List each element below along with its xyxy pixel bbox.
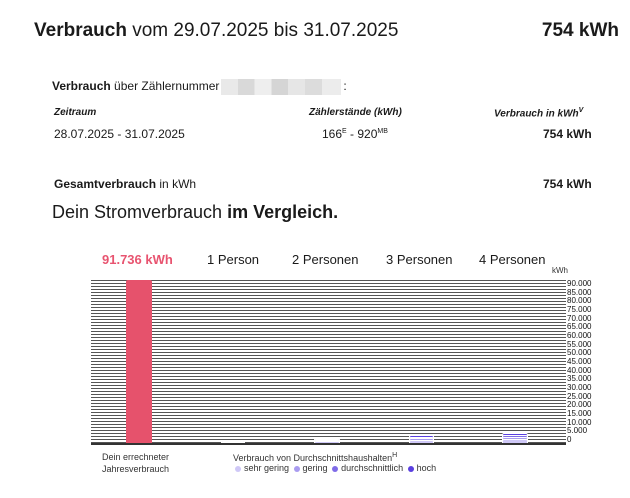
- y-tick-label: 15.000: [567, 409, 592, 418]
- total-label-rest: in kWh: [159, 177, 197, 191]
- legend-label-very-low: sehr gering: [244, 463, 290, 473]
- col-header-period: Zeitraum: [54, 107, 97, 118]
- y-tick-label: 35.000: [567, 374, 592, 384]
- legend-dot-high: [407, 465, 414, 472]
- reading-start: 166: [322, 127, 343, 141]
- y-axis-tick-labels: 90.000 85.000 80.000 75.000 70.000 65.000 60.0…: [567, 280, 603, 444]
- y-tick-label: 80.000: [567, 296, 592, 306]
- y-tick-label: 5.000: [567, 426, 588, 436]
- redacted-meter-number: [221, 79, 342, 95]
- y-tick-label: 40.000: [567, 365, 592, 375]
- legend-dot-low: [293, 465, 300, 472]
- consumption-cell: 754 kWh: [543, 127, 592, 141]
- comparison-title-bold: im Vergleich.: [227, 202, 339, 222]
- category-label-3-persons: 3 Personen: [386, 252, 453, 267]
- y-tick-label: 65.000: [567, 322, 592, 332]
- own-consumption-bar: [126, 280, 152, 444]
- y-tick-label: 30.000: [567, 383, 592, 392]
- y-tick-label: 55.000: [567, 339, 592, 349]
- y-tick-label: 85.000: [567, 287, 592, 297]
- total-label: Gesamtverbrauch in kWh: [54, 177, 196, 191]
- y-tick-label: 10.000: [567, 417, 592, 427]
- category-label-2-persons: 2 Personen: [292, 252, 359, 267]
- col-header-consumption-label: Verbrauch in kWh: [494, 108, 579, 120]
- legend-dot-very-low: [235, 465, 241, 472]
- chart-plot-area: [91, 280, 566, 444]
- category-label-4-persons: 4 Personen: [479, 252, 546, 267]
- meter-label-rest: über Zählernummer: [114, 79, 220, 94]
- y-tick-label: 90.000: [567, 279, 592, 288]
- y-tick-label: 50.000: [567, 348, 592, 358]
- legend-label-low: gering: [302, 463, 328, 473]
- col-header-consumption: Verbrauch in kWhV: [494, 107, 583, 119]
- own-bar-caption-line1: Dein errechneter: [102, 452, 170, 462]
- total-value: 754 kWh: [543, 177, 592, 191]
- comparison-title-plain: Dein Stromverbrauch: [52, 202, 223, 222]
- y-tick-label: 20.000: [567, 400, 592, 410]
- legend-title-sup: H: [392, 452, 398, 459]
- page-title: Verbrauch vom 29.07.2025 bis 31.07.2025: [34, 20, 398, 42]
- page-title-bold: Verbrauch: [34, 20, 127, 41]
- reading-sep: -: [346, 127, 358, 141]
- y-tick-label: 75.000: [567, 305, 592, 314]
- legend-title-text: Verbrauch von Durchschnittshaushalten: [233, 453, 393, 463]
- legend-dot-average: [332, 465, 339, 472]
- legend-label-high: hoch: [416, 463, 437, 473]
- readings-cell: 166E - 920MB: [322, 127, 388, 141]
- y-tick-label: 25.000: [567, 391, 592, 401]
- meter-line: Verbrauch über Zählernummer:: [52, 79, 347, 95]
- total-label-bold: Gesamtverbrauch: [54, 177, 157, 191]
- y-tick-label: 45.000: [567, 357, 592, 366]
- period-cell: 28.07.2025 - 31.07.2025: [54, 127, 185, 141]
- meter-colon: :: [343, 79, 347, 94]
- col-header-consumption-sup: V: [578, 107, 584, 114]
- own-consumption-label: 91.736 kWh: [102, 252, 173, 267]
- legend-label-average: durchschnittlich: [341, 463, 404, 473]
- legend: sehr gering gering durchschnittlich hoch: [233, 463, 436, 473]
- reading-start-sup: E: [342, 128, 347, 135]
- header-total: 754 kWh: [541, 20, 619, 41]
- y-axis-unit: kWh: [552, 266, 568, 275]
- own-bar-caption-line2: Jahresverbrauch: [102, 464, 170, 474]
- col-header-readings: Zählerstände (kWh): [309, 107, 402, 118]
- y-tick-label: 70.000: [567, 313, 592, 323]
- chart-baseline: [91, 443, 566, 445]
- reading-end-sup: MB: [377, 128, 388, 135]
- category-label-1-person: 1 Person: [207, 252, 260, 267]
- page-title-range: vom 29.07.2025 bis 31.07.2025: [132, 20, 399, 41]
- y-tick-label: 0: [567, 435, 572, 444]
- reading-end: 920: [357, 127, 378, 141]
- meter-label-bold: Verbrauch: [52, 79, 111, 94]
- y-tick-label: 60.000: [567, 331, 592, 340]
- legend-title: Verbrauch von DurchschnittshaushaltenH: [233, 452, 397, 463]
- comparison-title: Dein Stromverbrauch im Vergleich.: [52, 202, 338, 223]
